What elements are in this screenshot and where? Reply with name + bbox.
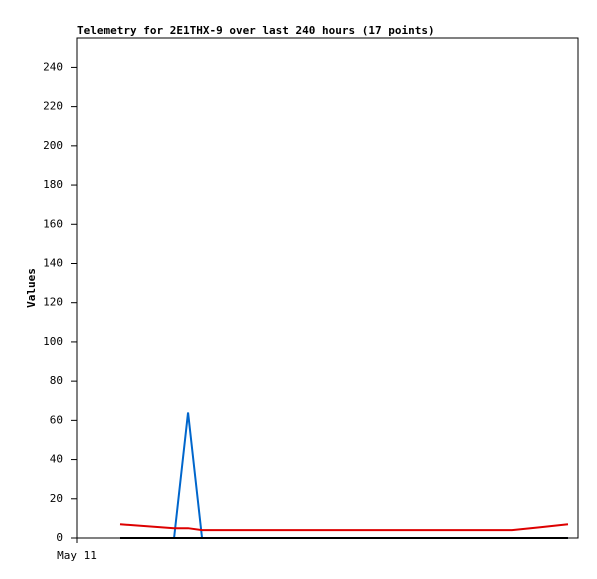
y-tick-label: 140 — [43, 256, 63, 269]
y-tick-label: 0 — [56, 531, 63, 544]
y-tick-label: 20 — [50, 492, 63, 505]
y-tick-label: 120 — [43, 296, 63, 309]
y-tick-label: 100 — [43, 335, 63, 348]
y-tick-label: 180 — [43, 178, 63, 191]
y-tick-label: 60 — [50, 413, 63, 426]
y-tick-label: 220 — [43, 100, 63, 113]
y-tick-label: 240 — [43, 60, 63, 73]
y-tick-label: 40 — [50, 453, 63, 466]
chart-title: Telemetry for 2E1THX-9 over last 240 hou… — [77, 24, 435, 37]
y-tick-label: 200 — [43, 139, 63, 152]
y-tick-label: 160 — [43, 217, 63, 230]
x-tick-label: May 11 — [57, 549, 97, 562]
series-line — [119, 523, 569, 532]
y-tick-label: 80 — [50, 374, 63, 387]
y-axis-label: Values — [25, 268, 38, 308]
plot-frame — [76, 37, 579, 539]
